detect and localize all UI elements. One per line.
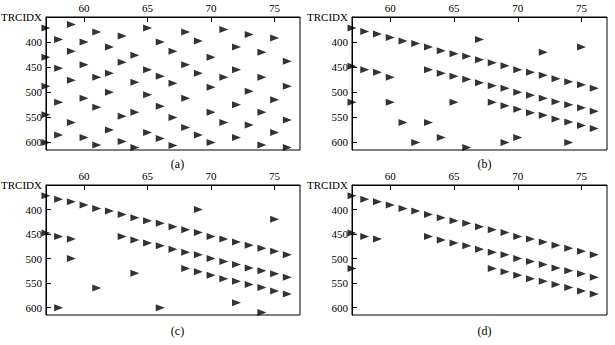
svg-text:75: 75 <box>269 2 281 14</box>
svg-text:(b): (b) <box>478 157 492 171</box>
svg-text:(d): (d) <box>478 324 492 338</box>
svg-text:450: 450 <box>332 61 349 73</box>
svg-text:550: 550 <box>25 277 42 289</box>
svg-text:550: 550 <box>332 277 349 289</box>
svg-text:500: 500 <box>25 86 42 98</box>
svg-text:65: 65 <box>449 170 461 182</box>
svg-text:500: 500 <box>332 86 349 98</box>
svg-text:550: 550 <box>25 111 42 123</box>
svg-text:60: 60 <box>385 2 397 14</box>
svg-text:450: 450 <box>25 228 42 240</box>
svg-text:500: 500 <box>332 253 349 265</box>
svg-text:600: 600 <box>25 136 42 148</box>
svg-text:400: 400 <box>25 36 42 48</box>
svg-text:600: 600 <box>332 136 349 148</box>
svg-text:450: 450 <box>332 228 349 240</box>
svg-text:70: 70 <box>206 2 218 14</box>
svg-text:75: 75 <box>576 2 588 14</box>
svg-text:TRCIDX: TRCIDX <box>1 11 42 23</box>
svg-text:TRCIDX: TRCIDX <box>307 179 348 191</box>
svg-text:(a): (a) <box>171 157 184 171</box>
svg-text:500: 500 <box>25 253 42 265</box>
svg-text:550: 550 <box>332 111 349 123</box>
svg-text:65: 65 <box>449 2 461 14</box>
svg-text:70: 70 <box>512 170 524 182</box>
svg-text:450: 450 <box>25 61 42 73</box>
svg-text:65: 65 <box>142 2 154 14</box>
svg-text:65: 65 <box>142 170 154 182</box>
svg-text:60: 60 <box>79 2 91 14</box>
svg-text:60: 60 <box>79 170 91 182</box>
svg-text:600: 600 <box>332 302 349 314</box>
svg-text:400: 400 <box>332 204 349 216</box>
svg-text:60: 60 <box>385 170 397 182</box>
svg-text:70: 70 <box>512 2 524 14</box>
svg-text:400: 400 <box>332 36 349 48</box>
svg-text:600: 600 <box>25 302 42 314</box>
svg-text:75: 75 <box>576 170 588 182</box>
svg-text:70: 70 <box>206 170 218 182</box>
svg-text:TRCIDX: TRCIDX <box>307 11 348 23</box>
svg-text:TRCIDX: TRCIDX <box>1 179 42 191</box>
svg-text:400: 400 <box>25 204 42 216</box>
svg-text:75: 75 <box>269 170 281 182</box>
svg-text:(c): (c) <box>171 324 184 338</box>
